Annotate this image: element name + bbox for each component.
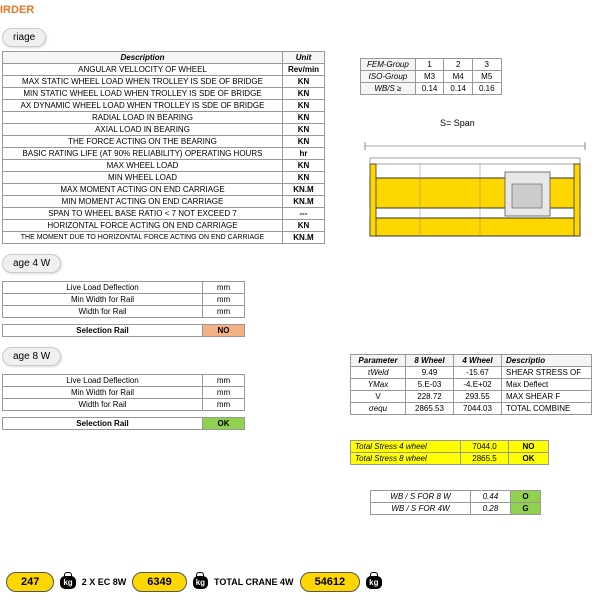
weight-icon: kg [193, 576, 208, 589]
main-description-table: Description Unit ANGULAR VELLOCITY OF WH… [2, 51, 325, 244]
section-8w: age 8 W [2, 347, 61, 366]
value-pill-1: 247 [6, 572, 54, 592]
table-row: THE FORCE ACTING ON THE BEARINGKN [3, 136, 325, 148]
table-row: AXIAL LOAD IN BEARINGKN [3, 124, 325, 136]
section-4w: age 4 W [2, 254, 61, 273]
col-description: Description [3, 52, 283, 64]
wbs-table: WB / S FOR 8 W0.44O WB / S FOR 4W0.28G [370, 490, 541, 515]
weight-icon: kg [60, 576, 75, 589]
table-row: YMax5.E-03-4.E+02Max Deflect [351, 379, 592, 391]
table-row: MAX STATIC WHEEL LOAD WHEN TROLLEY IS SD… [3, 76, 325, 88]
table-row: MAX MOMENT ACTING ON END CARRIAGEKN.M [3, 184, 325, 196]
label-total-crane: TOTAL CRANE 4W [214, 577, 294, 587]
parameter-table: Parameter 8 Wheel 4 Wheel Descriptio τWe… [350, 354, 592, 415]
total-stress-table: Total Stress 4 wheel7044.0NO Total Stres… [350, 440, 549, 465]
table-row: V228.72293.55MAX SHEAR F [351, 391, 592, 403]
bottom-summary-bar: 247 kg 2 X EC 8W 6349 kg TOTAL CRANE 4W … [0, 572, 600, 592]
table-row: SPAN TO WHEEL BASE RATIO < 7 NOT EXCEED … [3, 208, 325, 220]
table-row: ANGULAR VELLOCITY OF WHEELRev/min [3, 64, 325, 76]
table-row: σequ2865.537044.03TOTAL COMBINE [351, 403, 592, 415]
table-row: MIN MOMENT ACTING ON END CARRIAGEKN.M [3, 196, 325, 208]
table-row: HORIZONTAL FORCE ACTING ON END CARRIAGEK… [3, 220, 325, 232]
weight-icon: kg [366, 576, 381, 589]
table-row: BASIC RATING LIFE (AT 90% RELIABILITY) O… [3, 148, 325, 160]
table-row: MAX WHEEL LOADKN [3, 160, 325, 172]
span-label: S= Span [440, 118, 475, 128]
crane-diagram [360, 138, 590, 248]
table-row: RADIAL LOAD IN BEARINGKN [3, 112, 325, 124]
defl-8w-table: Live Load Deflectionmm Min Width for Rai… [2, 374, 245, 411]
selection-4w-value: NO [203, 325, 245, 337]
label-ec8w: 2 X EC 8W [82, 577, 127, 587]
selection-8w-value: OK [203, 418, 245, 430]
selection-4w: Selection RailNO [2, 324, 245, 337]
table-row: THE MOMENT DUE TO HORIZONTAL FORCE ACTIN… [3, 232, 325, 244]
fem-group-table: FEM-Group123 ISO-GroupM3M4M5 WB/S ≥0.140… [360, 58, 502, 95]
page-title: IRDER [0, 0, 600, 24]
table-row: τWeld9.49-15.67SHEAR STRESS OF [351, 367, 592, 379]
value-pill-2: 6349 [132, 572, 186, 592]
table-row: MIN STATIC WHEEL LOAD WHEN TROLLEY IS SD… [3, 88, 325, 100]
table-row: MIN WHEEL LOADKN [3, 172, 325, 184]
value-pill-3: 54612 [300, 572, 361, 592]
table-row: AX DYNAMIC WHEEL LOAD WHEN TROLLEY IS SD… [3, 100, 325, 112]
selection-8w: Selection RailOK [2, 417, 245, 430]
col-unit: Unit [283, 52, 325, 64]
defl-4w-table: Live Load Deflectionmm Min Width for Rai… [2, 281, 245, 318]
section-riage: riage [2, 28, 46, 47]
